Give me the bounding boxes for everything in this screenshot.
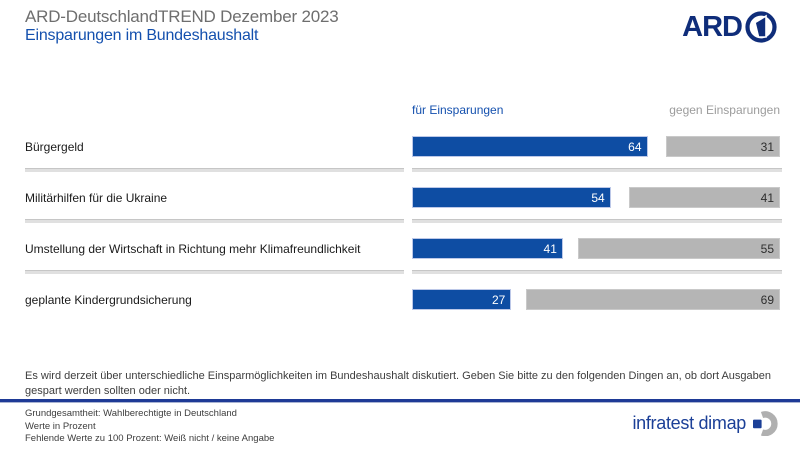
survey-question-text: Es wird derzeit über unterschiedliche Ei…	[25, 370, 772, 397]
bar-against: 55	[577, 238, 780, 259]
bar-against: 69	[526, 289, 780, 310]
bar-value: 31	[760, 139, 774, 154]
ard-logo-text: ARD	[682, 10, 743, 43]
chart-row: Militärhilfen für die Ukraine 54 41	[0, 187, 800, 208]
bar-value: 41	[543, 241, 557, 256]
row-divider	[25, 219, 404, 223]
row-divider	[412, 168, 782, 172]
legend-against-label: gegen Einsparungen	[669, 103, 780, 117]
bar-area: 54 41	[412, 187, 780, 208]
row-divider	[412, 219, 782, 223]
infratest-dimap-icon	[753, 411, 778, 436]
bar-for: 41	[412, 238, 563, 259]
category-label: Bürgergeld	[25, 139, 84, 154]
category-label: Umstellung der Wirtschaft in Richtung me…	[25, 241, 361, 256]
row-divider	[25, 270, 404, 274]
ard-logo: ARD	[682, 9, 780, 45]
bar-against: 41	[629, 187, 780, 208]
bar-area: 41 55	[412, 238, 780, 259]
legend-for-label: für Einsparungen	[412, 103, 504, 117]
infratest-dimap-text: infratest dimap	[632, 413, 746, 433]
chart-row: geplante Kindergrundsicherung 27 69	[0, 289, 800, 310]
bar-value: 69	[760, 292, 774, 307]
row-divider	[412, 270, 782, 274]
note-line: Fehlende Werte zu 100 Prozent: Weiß nich…	[25, 433, 275, 445]
infratest-dimap-logo: infratest dimap	[632, 411, 778, 436]
ard-one-icon	[745, 11, 777, 43]
bar-area: 64 31	[412, 136, 780, 157]
category-label: geplante Kindergrundsicherung	[25, 292, 192, 307]
bar-area: 27 69	[412, 289, 780, 310]
methodology-notes: Grundgesamtheit: Wahlberechtigte in Deut…	[25, 408, 274, 446]
bar-value: 41	[760, 190, 774, 205]
chart-row: Umstellung der Wirtschaft in Richtung me…	[0, 238, 800, 259]
report-title: ARD-DeutschlandTREND Dezember 2023	[25, 7, 339, 26]
footer-divider	[0, 399, 800, 403]
bar-value: 55	[760, 241, 774, 256]
bar-for: 64	[412, 136, 648, 157]
row-divider	[25, 168, 404, 172]
chart-title: Einsparungen im Bundeshaushalt	[25, 27, 259, 44]
note-line: Werte in Prozent	[25, 420, 96, 432]
bar-against: 31	[665, 136, 780, 157]
note-line: Grundgesamtheit: Wahlberechtigte in Deut…	[25, 408, 237, 419]
bar-value: 64	[628, 139, 642, 154]
bar-for: 54	[412, 187, 611, 208]
category-label: Militärhilfen für die Ukraine	[25, 190, 168, 205]
bar-value: 27	[492, 292, 506, 307]
bar-value: 54	[591, 190, 605, 205]
chart-row: Bürgergeld 64 31	[0, 136, 800, 157]
bar-for: 27	[412, 289, 512, 310]
